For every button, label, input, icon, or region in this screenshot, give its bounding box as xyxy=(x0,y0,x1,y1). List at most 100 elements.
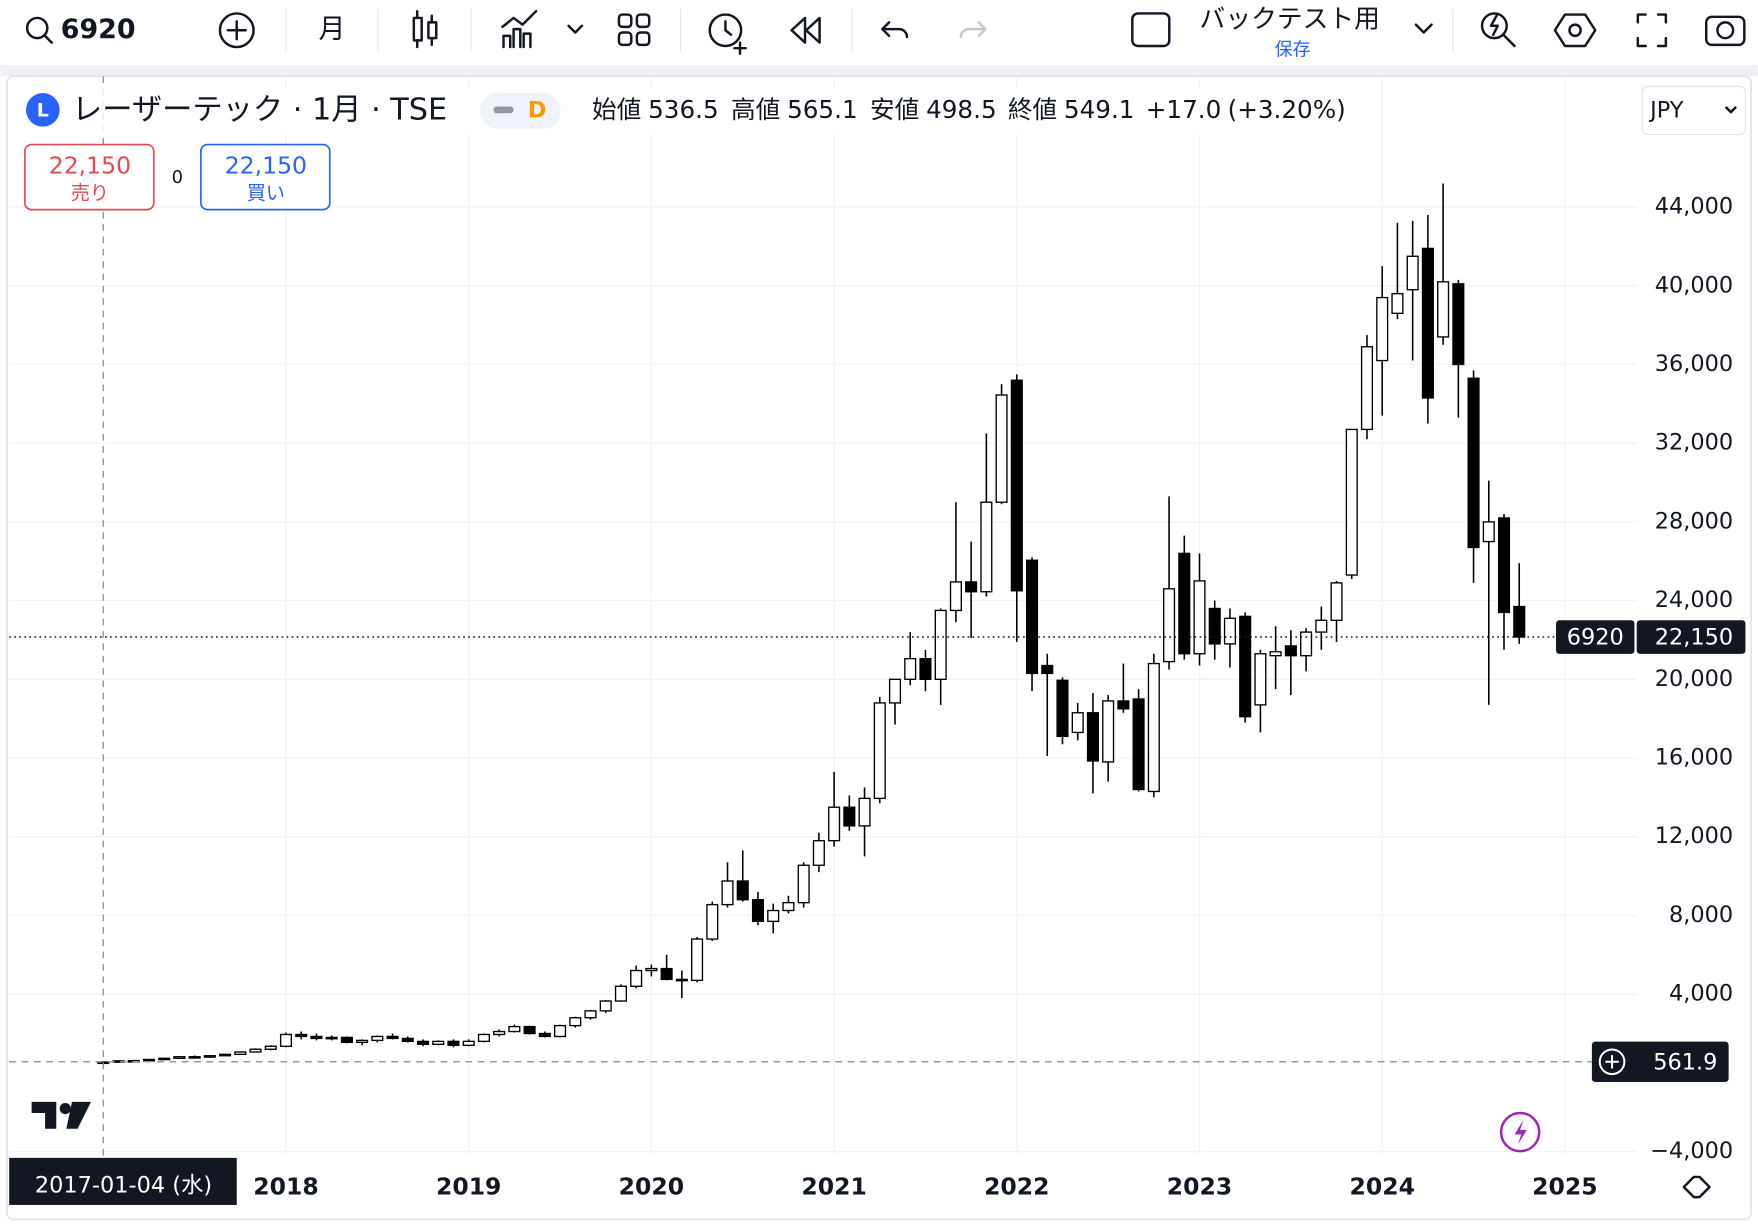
chevron xyxy=(567,24,584,34)
currency-selector[interactable]: JPY xyxy=(1641,85,1747,136)
legend-change-pct: (+3.20%) xyxy=(1228,95,1346,124)
candle-body xyxy=(1406,255,1419,291)
search-icon xyxy=(1480,12,1508,40)
candle-body xyxy=(812,839,825,866)
y-tick-label: 20,000 xyxy=(1655,666,1733,692)
candle-icon xyxy=(415,9,434,49)
candle-body xyxy=(949,581,962,612)
crosshair-date-label: 2017-01-04 (水) xyxy=(35,1172,212,1198)
symbol-logo-letter: L xyxy=(37,99,49,121)
candle-body xyxy=(1010,379,1023,592)
legend-value: 498.5 xyxy=(926,95,997,124)
settings-button[interactable] xyxy=(1553,13,1597,48)
candle-body xyxy=(447,1040,460,1046)
symbol-price-tag xyxy=(1556,620,1635,654)
candle-body xyxy=(1482,521,1495,543)
symbol-search[interactable]: 6920 xyxy=(25,14,136,45)
last-price-label: 22,150 xyxy=(1655,625,1733,651)
add-alert-icon xyxy=(1605,1055,1619,1069)
y-tick-label: 12,000 xyxy=(1655,823,1733,849)
add-alert-icon xyxy=(1598,1048,1626,1076)
y-tick-label: 32,000 xyxy=(1655,430,1733,456)
interval-button[interactable]: 月 xyxy=(319,14,346,45)
buy-button[interactable] xyxy=(200,143,331,211)
chevron xyxy=(1725,106,1737,114)
layout-button[interactable] xyxy=(617,13,651,47)
layout-name[interactable]: バックテスト用 xyxy=(1200,5,1380,35)
candle-body xyxy=(858,797,871,827)
crosshair-date-tag xyxy=(9,1157,237,1205)
candle-body xyxy=(1376,296,1389,362)
candle-body xyxy=(919,657,932,680)
candle-body xyxy=(203,1055,216,1058)
legend-change: +17.0 xyxy=(1146,95,1222,124)
crosshair-price-tag xyxy=(1591,1041,1729,1082)
candle-body xyxy=(1269,651,1282,657)
grid-icon xyxy=(635,31,651,47)
symbol-price-tag-label: 6920 xyxy=(1567,625,1624,651)
quick-trade-icon[interactable] xyxy=(1499,1111,1541,1153)
candle-body xyxy=(1315,619,1328,633)
legend-label: 高値 xyxy=(731,95,780,124)
fullscreen-button[interactable] xyxy=(1636,13,1668,48)
toolbar-divider xyxy=(0,65,1758,77)
y-tick-label: 28,000 xyxy=(1655,508,1733,534)
x-tick-label: 2021 xyxy=(801,1173,866,1201)
save-button[interactable]: 保存 xyxy=(1275,39,1311,60)
search-icon xyxy=(25,16,49,40)
candle-body xyxy=(264,1045,277,1050)
undo-button[interactable] xyxy=(881,21,909,39)
candle-body xyxy=(614,985,628,1002)
candle-body xyxy=(142,1058,156,1062)
y-tick-label: 40,000 xyxy=(1655,272,1733,298)
candle-body xyxy=(1147,662,1160,793)
candle-body xyxy=(1132,698,1145,791)
compare-button[interactable] xyxy=(218,12,255,49)
badge-dash xyxy=(493,106,514,114)
candle-body xyxy=(1208,607,1221,645)
candle-body xyxy=(553,1024,567,1038)
buy-price: 22,150 xyxy=(225,152,307,180)
candle-body xyxy=(508,1025,521,1033)
sell-button[interactable] xyxy=(24,143,155,211)
x-tick-label: 2020 xyxy=(619,1173,684,1201)
candle-body xyxy=(1467,377,1480,549)
redo-button[interactable] xyxy=(959,21,987,39)
alert-button[interactable] xyxy=(708,13,747,56)
candle-body xyxy=(310,1035,323,1040)
screenshot-button[interactable] xyxy=(1704,15,1746,47)
candle-body xyxy=(706,903,719,940)
candle-body xyxy=(401,1037,414,1043)
candle-body xyxy=(325,1036,338,1040)
x-tick-label: 2025 xyxy=(1532,1173,1597,1201)
axis-settings[interactable] xyxy=(1682,1175,1711,1199)
candle-body xyxy=(477,1033,490,1043)
chevron xyxy=(1414,23,1433,34)
quick-search[interactable] xyxy=(1480,12,1516,48)
legend-value: 549.1 xyxy=(1064,95,1135,124)
replay-button[interactable] xyxy=(790,16,821,44)
chart-type-button[interactable] xyxy=(412,9,438,49)
candle-body xyxy=(1102,700,1115,763)
plus-icon xyxy=(218,12,255,49)
candle-body xyxy=(249,1048,262,1053)
tradingview-logo xyxy=(31,1101,92,1129)
candle-body xyxy=(1497,517,1511,614)
candle-body xyxy=(1117,700,1130,710)
chart-title: レーザーテック · 1月 · TSE xyxy=(72,92,447,127)
symbol: 6920 xyxy=(61,14,136,45)
candle-body xyxy=(356,1039,369,1044)
layout-icon[interactable] xyxy=(1131,12,1171,48)
candle-body xyxy=(1300,631,1313,657)
candle-body xyxy=(1437,281,1450,338)
camera-icon xyxy=(1716,21,1735,40)
candle-body xyxy=(219,1053,232,1057)
lightning xyxy=(1514,1119,1527,1145)
logo-shape xyxy=(59,1102,71,1115)
candle-body xyxy=(1452,283,1465,366)
candle-body xyxy=(904,657,917,680)
indicators-button[interactable] xyxy=(501,9,584,49)
candle-body xyxy=(751,899,765,923)
y-tick-label: 8,000 xyxy=(1669,902,1733,928)
